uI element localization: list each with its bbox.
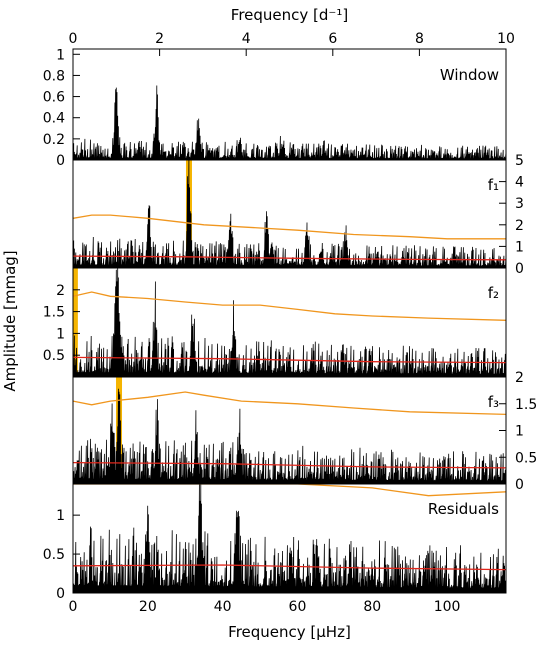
noise-curve [73,461,506,469]
panel-3: 0.5 1 1.5 2 f₂ [43,267,507,378]
y-tick-label: 1 [56,47,65,63]
top-x-tick-label: 6 [328,31,337,47]
top-x-tick-label: 4 [242,31,251,47]
bottom-x-tick-label: 80 [363,599,381,615]
y-tick-label: 0.5 [515,450,537,466]
bottom-x-tick-label: 60 [289,599,307,615]
y-tick-label: 1 [515,424,524,440]
y-tick-label: 1.5 [43,305,65,321]
panel-label: f₂ [488,284,499,302]
panel-4: 0 0.5 1 1.5 2 f₃ [72,370,537,493]
y-tick-label: 2 [56,283,65,299]
spectrum-series [73,484,506,593]
y-tick-label: 0.4 [43,111,65,127]
noise-curve [73,564,506,571]
panel-label: Residuals [428,500,499,518]
y-tick-label: 0.5 [43,547,65,563]
y-tick-label: 0.5 [43,348,65,364]
panel-2: 0 1 2 3 4 5 f₁ [72,153,524,277]
bottom-x-tick-label: 100 [434,599,461,615]
top-x-tick-label: 0 [69,31,78,47]
panel-1: 0 0.2 0.4 0.6 0.8 1 Window [43,47,507,169]
highlight-band [73,268,78,377]
y-tick-label: 0 [56,153,65,169]
y-axis-label: Amplitude [mmag] [1,250,19,391]
y-tick-label: 0.6 [43,90,65,106]
top-x-tick-label: 8 [415,31,424,47]
threshold-curve [73,391,506,416]
y-tick-label: 1 [56,326,65,342]
bottom-x-axis-label: Frequency [μHz] [228,623,351,641]
noise-curve [73,255,506,261]
y-tick-label: 0 [515,261,524,277]
top-x-tick-label: 10 [497,31,515,47]
panel-label: Window [440,66,499,84]
bottom-x-tick-label: 0 [69,599,78,615]
y-tick-label: 3 [515,196,524,212]
panel-frame [72,483,507,594]
top-x-axis-label: Frequency [d⁻¹] [231,6,348,24]
bottom-x-tick-label: 40 [214,599,232,615]
spectrum-series [73,85,506,160]
threshold-curve [73,484,506,497]
bottom-x-tick-label: 20 [139,599,157,615]
y-tick-label: 1 [56,508,65,524]
panel-label: f₁ [488,176,499,194]
y-tick-label: 4 [515,175,524,191]
y-tick-label: 0.2 [43,132,65,148]
top-x-tick-label: 2 [155,31,164,47]
y-tick-label: 5 [515,153,524,169]
threshold-curve [73,291,506,321]
spectrum-series [73,388,506,484]
panel-5: 0 0.5 1 Residuals [43,483,507,602]
y-tick-label: 2 [515,218,524,234]
y-tick-label: 0 [56,586,65,602]
y-tick-label: 1.5 [515,397,537,413]
threshold-curve [73,214,506,240]
y-tick-label: 1 [515,239,524,255]
panel-frame [72,159,507,269]
spectrum-series [73,160,506,268]
noise-curve [73,356,506,364]
panel-label: f₃ [488,393,499,411]
y-tick-label: 2 [515,370,524,386]
spectrum-series [73,268,506,377]
y-tick-label: 0 [515,477,524,493]
y-tick-label: 0.8 [43,68,65,84]
